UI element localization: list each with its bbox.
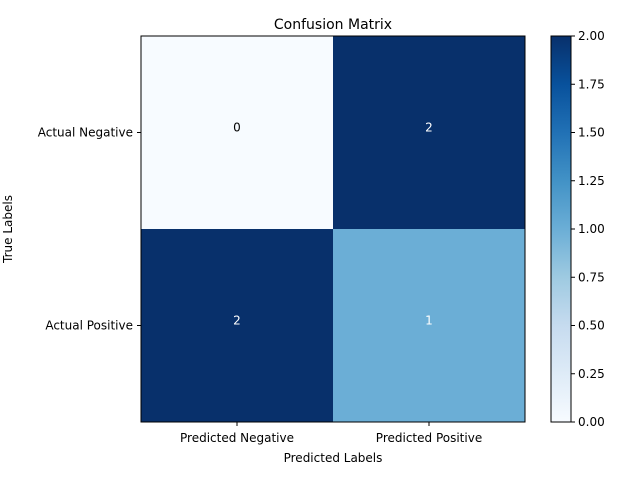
cell-annotations: 0 2 2 1	[233, 121, 433, 328]
heatmap-cells	[141, 36, 526, 423]
colorbar-tick-label: 1.75	[578, 77, 605, 91]
colorbar-ticks: 0.00 0.25 0.50 0.75 1.00 1.25 1.50 1.75 2.00	[571, 29, 605, 429]
colorbar	[550, 35, 572, 423]
plot-frame	[140, 35, 526, 423]
heatmap-cell	[141, 229, 334, 423]
colorbar-tick-label: 0.75	[578, 270, 605, 284]
colorbar-tick-label: 0.50	[578, 319, 605, 333]
y-tick-label: Actual Negative	[38, 126, 133, 140]
heatmap-cell	[141, 36, 334, 230]
x-tick-label: Predicted Positive	[376, 431, 482, 445]
y-tick-label: Actual Positive	[45, 319, 133, 333]
y-axis-label: True Labels	[1, 195, 15, 264]
cell-value-label: 0	[233, 121, 241, 135]
colorbar-tick-label: 2.00	[578, 29, 605, 43]
cell-value-label: 1	[425, 314, 433, 328]
colorbar-tick-label: 0.00	[578, 415, 605, 429]
heatmap-cell	[333, 229, 526, 423]
cell-value-label: 2	[425, 121, 433, 135]
cell-value-label: 2	[233, 314, 241, 328]
x-tick-label: Predicted Negative	[180, 431, 294, 445]
x-axis-label: Predicted Labels	[284, 451, 383, 465]
y-ticks: Actual Negative Actual Positive	[38, 126, 141, 333]
colorbar-tick-label: 1.50	[578, 126, 605, 140]
heatmap-cell	[333, 36, 526, 230]
chart-title: Confusion Matrix	[274, 17, 392, 33]
colorbar-tick-label: 1.25	[578, 174, 605, 188]
colorbar-tick-label: 0.25	[578, 367, 605, 381]
x-ticks: Predicted Negative Predicted Positive	[180, 422, 482, 445]
colorbar-tick-label: 1.00	[578, 222, 605, 236]
